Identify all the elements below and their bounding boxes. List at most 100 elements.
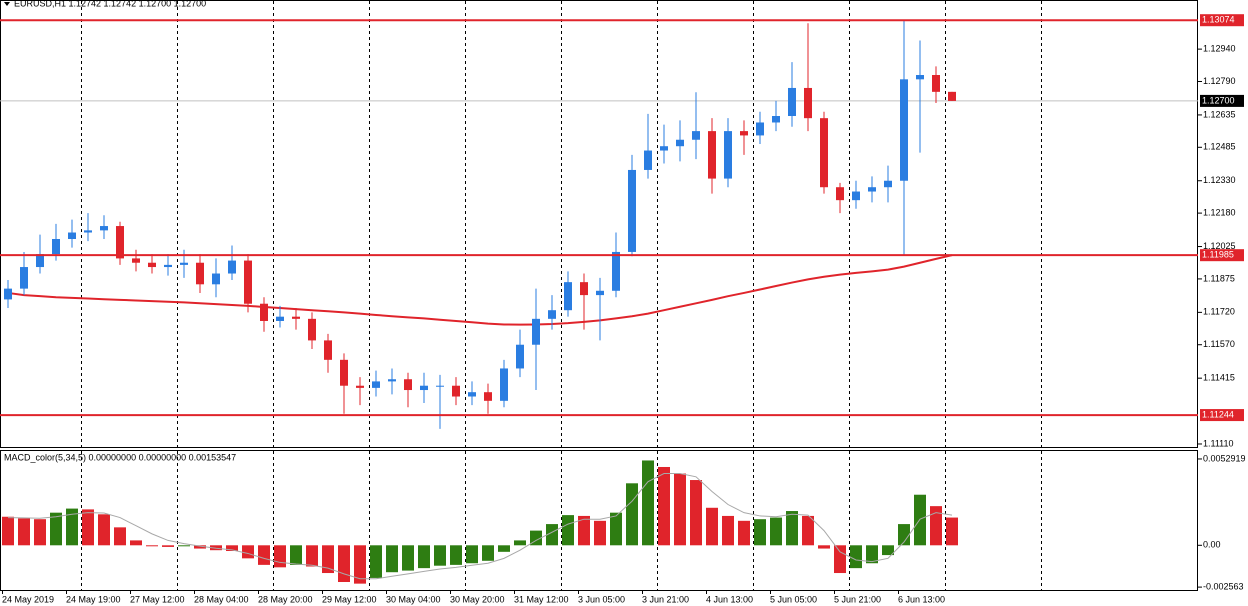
candle-body xyxy=(244,260,252,304)
histogram-bar xyxy=(242,545,254,559)
candle-body xyxy=(932,75,940,92)
histogram-bar xyxy=(738,520,750,546)
histogram-bar xyxy=(562,515,574,546)
candle xyxy=(868,176,876,203)
y-tick-label: 1.12790 xyxy=(1203,76,1236,86)
candle-body xyxy=(420,385,428,391)
histogram-bar xyxy=(514,540,526,546)
chart-title: EURUSD,H1 1.12742 1.12742 1.12700 1.1270… xyxy=(14,0,206,8)
candle xyxy=(532,288,540,391)
y-tick-label: 0.00 xyxy=(1203,540,1221,550)
candle xyxy=(852,180,860,209)
candle xyxy=(900,20,908,256)
histogram-bar xyxy=(610,512,622,546)
y-tick-label: 1.11110 xyxy=(1203,438,1234,448)
candle-body xyxy=(740,131,748,136)
candle-body xyxy=(484,392,492,401)
y-tick-label: 1.11415 xyxy=(1203,373,1235,383)
histogram-bar xyxy=(754,519,766,546)
x-tick-label: 3 Jun 21:00 xyxy=(642,594,689,604)
y-tick-label: 1.12940 xyxy=(1203,43,1236,53)
histogram-bar xyxy=(834,545,846,574)
candle-body xyxy=(852,191,860,201)
histogram-bar xyxy=(930,506,942,546)
candle xyxy=(452,377,460,406)
candle-body xyxy=(500,368,508,401)
histogram-bar xyxy=(258,545,270,565)
candle-body xyxy=(916,75,924,80)
candle xyxy=(276,305,284,328)
histogram-bar xyxy=(674,473,686,546)
macd-panel-frame xyxy=(0,450,1198,591)
histogram-bar xyxy=(594,520,606,546)
candle-body xyxy=(372,381,380,388)
histogram-bar xyxy=(130,540,142,546)
indicator-title: MACD_color(5,34,5) 0.00000000 0.00000000… xyxy=(4,452,236,462)
histogram-bar xyxy=(626,483,638,546)
candle-body xyxy=(68,232,76,239)
histogram-bar xyxy=(66,508,78,546)
y-tick-label: 1.11720 xyxy=(1203,307,1235,317)
histogram-bar xyxy=(658,466,670,546)
candle xyxy=(708,118,716,194)
histogram-bar xyxy=(306,545,318,567)
x-tick-label: 30 May 04:00 xyxy=(386,594,441,604)
histogram-bar xyxy=(114,527,126,546)
moving-average xyxy=(7,254,953,326)
candle xyxy=(660,124,668,164)
candle-body xyxy=(180,262,188,265)
candle xyxy=(132,249,140,272)
candle-body xyxy=(228,260,236,274)
candle xyxy=(4,279,12,309)
candle-body xyxy=(836,187,844,201)
candle xyxy=(196,254,204,293)
x-tick-label: 28 May 04:00 xyxy=(194,594,249,604)
candle-body xyxy=(388,379,396,382)
histogram-bar xyxy=(2,516,14,546)
candle xyxy=(228,245,236,280)
candle xyxy=(644,113,652,179)
histogram-bar xyxy=(770,517,782,546)
candle-body xyxy=(516,344,524,369)
candle-body xyxy=(292,316,300,319)
candle-body xyxy=(196,262,204,285)
x-tick-label: 4 Jun 13:00 xyxy=(706,594,753,604)
histogram-bar xyxy=(546,524,558,546)
candle xyxy=(740,120,748,155)
x-tick-label: 24 May 19:00 xyxy=(66,594,121,604)
candle-body xyxy=(756,122,764,136)
histogram-bar xyxy=(18,518,30,546)
level-label-box xyxy=(1200,14,1244,27)
candle xyxy=(148,254,156,274)
candle xyxy=(164,254,172,276)
histogram-bar xyxy=(818,545,830,549)
candle xyxy=(340,353,348,414)
candle xyxy=(788,62,796,127)
histogram-bar xyxy=(418,545,430,569)
y-tick-label: 0.0052919 xyxy=(1203,453,1246,463)
menu-arrow[interactable] xyxy=(4,2,10,6)
candle xyxy=(356,377,364,406)
candle-body xyxy=(164,264,172,268)
candle-body xyxy=(820,118,828,188)
candle-body xyxy=(324,340,332,360)
candle-body xyxy=(276,316,284,321)
level-label: 1.11244 xyxy=(1202,409,1234,419)
y-tick-label: 1.12025 xyxy=(1203,241,1236,251)
histogram-bar xyxy=(946,517,958,546)
candle-body xyxy=(900,79,908,181)
candle-body xyxy=(404,379,412,391)
histogram-bar xyxy=(482,545,494,561)
candle xyxy=(484,383,492,414)
candle xyxy=(564,271,572,317)
histogram-bar xyxy=(690,480,702,546)
candle xyxy=(724,118,732,188)
y-tick-label: 1.12330 xyxy=(1203,175,1236,185)
candle-body xyxy=(884,180,892,188)
candle-body xyxy=(4,288,12,300)
candle-body xyxy=(212,273,220,285)
candle-body xyxy=(116,226,124,259)
candle-body xyxy=(308,318,316,341)
x-tick-label: 30 May 20:00 xyxy=(450,594,505,604)
